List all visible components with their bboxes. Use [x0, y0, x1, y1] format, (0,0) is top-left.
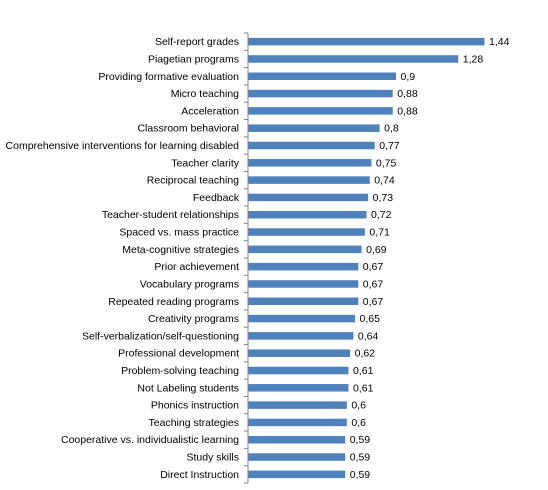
value-label: 0,6: [351, 417, 366, 429]
bar: [248, 228, 365, 236]
bar: [248, 366, 349, 375]
bar: [248, 297, 359, 306]
bar: [248, 401, 347, 409]
category-label: Study skills: [186, 452, 239, 464]
value-label: 0,62: [355, 348, 376, 360]
bar: [248, 470, 346, 479]
value-label: 0,67: [363, 278, 384, 290]
bar: [248, 37, 485, 46]
category-labels: Self-report grades Piagetian programs Prov…: [6, 36, 240, 481]
category-label: Prior achievement: [154, 261, 239, 273]
category-label: Feedback: [193, 192, 240, 204]
value-label: 0,6: [351, 400, 366, 412]
bar: [248, 124, 380, 132]
category-label: Classroom behavioral: [137, 123, 239, 135]
bar: [248, 107, 393, 115]
value-label: 0,77: [379, 140, 400, 152]
bar: [248, 141, 375, 150]
category-label: Professional development: [118, 348, 239, 360]
category-label: Teaching strategies: [149, 417, 239, 429]
bar: [248, 435, 346, 444]
bar: [248, 453, 346, 461]
bar: [248, 314, 356, 323]
value-labels: 1,44 1,28 0,9 0,88 0,88 0,8 0,77 0,75 0,74 0,73 0,…: [350, 36, 510, 481]
category-label: Not Labeling students: [137, 382, 239, 394]
category-label: Teacher-student relationships: [102, 209, 239, 221]
value-label: 0,67: [363, 296, 384, 308]
bar: [248, 176, 370, 184]
category-label: Direct Instruction: [160, 469, 239, 481]
bar: [248, 245, 362, 254]
value-label: 1,44: [489, 36, 510, 48]
bar: [248, 280, 359, 288]
bars-group: [248, 37, 485, 479]
category-label: Acceleration: [181, 105, 239, 117]
category-label: Micro teaching: [171, 88, 239, 100]
category-label: Vocabulary programs: [140, 278, 239, 290]
value-label: 0,71: [369, 227, 390, 239]
bar: [248, 55, 459, 63]
value-label: 0,61: [353, 365, 374, 377]
bar: [248, 384, 349, 392]
category-label: Spaced vs. mass practice: [119, 227, 239, 239]
bar: [248, 89, 393, 98]
category-label: Comprehensive interventions for learning…: [6, 140, 240, 152]
value-label: 0,64: [358, 330, 379, 342]
category-label: Self-report grades: [155, 36, 239, 48]
y-axis-ticks: [244, 32, 248, 484]
value-label: 0,67: [363, 261, 384, 273]
value-label: 0,59: [350, 434, 371, 446]
bar: [248, 193, 369, 202]
category-label: Phonics instruction: [151, 400, 239, 412]
value-label: 0,65: [360, 313, 381, 325]
value-label: 0,88: [397, 88, 418, 100]
value-label: 0,73: [373, 192, 394, 204]
value-label: 0,88: [397, 105, 418, 117]
category-label: Creativity programs: [148, 313, 239, 325]
category-label: Reciprocal teaching: [147, 175, 239, 187]
value-label: 0,59: [350, 452, 371, 464]
category-label: Teacher clarity: [171, 157, 239, 169]
category-label: Cooperative vs. individualistic learning: [61, 434, 239, 446]
category-label: Piagetian programs: [148, 53, 239, 65]
value-label: 0,69: [366, 244, 387, 256]
category-label: Meta-cognitive strategies: [122, 244, 239, 256]
category-label: Providing formative evaluation: [98, 71, 239, 83]
value-label: 0,8: [384, 123, 399, 135]
bar: [248, 72, 396, 81]
value-label: 0,74: [374, 175, 395, 187]
value-label: 0,59: [350, 469, 371, 481]
value-label: 1,28: [463, 53, 484, 65]
bar: [248, 210, 367, 219]
value-label: 0,9: [401, 71, 416, 83]
bar: [248, 159, 372, 167]
bar: [248, 349, 351, 357]
value-label: 0,75: [376, 157, 397, 169]
category-label: Repeated reading programs: [108, 296, 239, 308]
bar: [248, 262, 359, 271]
value-label: 0,72: [371, 209, 392, 221]
category-label: Problem-solving teaching: [121, 365, 239, 377]
bar: [248, 332, 354, 340]
bar: [248, 418, 347, 427]
category-label: Self-verbalization/self-questioning: [82, 330, 239, 342]
value-label: 0,61: [353, 382, 374, 394]
